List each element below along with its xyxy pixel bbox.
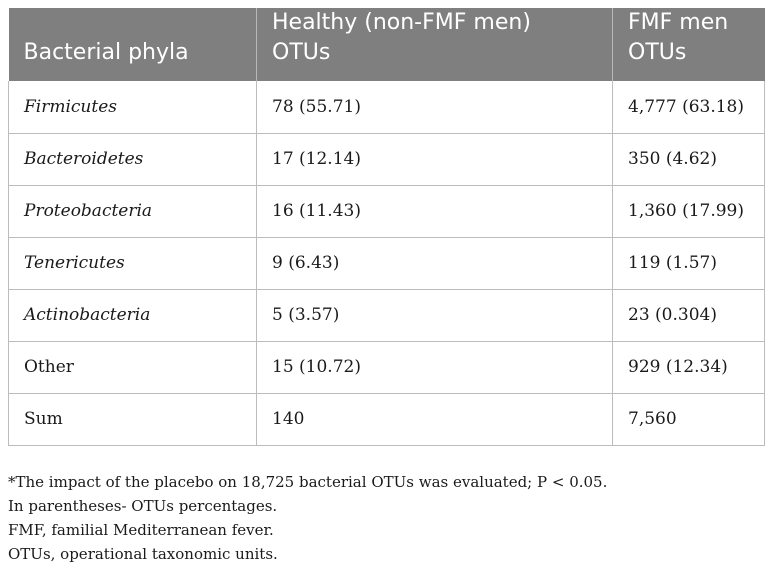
cell-phylum: Tenericutes: [8, 237, 257, 290]
otu-table-container: Bacterial phyla Healthy (non-FMF men) OT…: [8, 8, 765, 446]
header-fmf-otus-text: FMF men OTUs: [628, 10, 729, 65]
cell-fmf: 1,360 (17.99): [612, 185, 765, 238]
cell-healthy: 140: [256, 393, 613, 446]
table-row: Proteobacteria 16 (11.43) 1,360 (17.99): [8, 185, 765, 238]
cell-healthy: 15 (10.72): [256, 341, 613, 394]
table-row: Firmicutes 78 (55.71) 4,777 (63.18): [8, 81, 765, 134]
cell-phylum: Actinobacteria: [8, 289, 257, 342]
cell-healthy: 78 (55.71): [256, 81, 613, 134]
cell-phylum: Bacteroidetes: [8, 133, 257, 186]
header-healthy-otus: Healthy (non-FMF men) OTUs: [256, 8, 613, 81]
cell-fmf: 7,560: [612, 393, 765, 446]
otu-table: Bacterial phyla Healthy (non-FMF men) OT…: [8, 8, 765, 446]
cell-fmf: 4,777 (63.18): [612, 81, 765, 134]
cell-fmf: 350 (4.62): [612, 133, 765, 186]
cell-phylum: Sum: [8, 393, 257, 446]
table-body: Firmicutes 78 (55.71) 4,777 (63.18) Bact…: [8, 81, 765, 446]
table-footnotes: *The impact of the placebo on 18,725 bac…: [8, 470, 764, 566]
cell-phylum: Proteobacteria: [8, 185, 257, 238]
table-row: Other 15 (10.72) 929 (12.34): [8, 341, 765, 394]
table-row: Tenericutes 9 (6.43) 119 (1.57): [8, 237, 765, 290]
cell-healthy: 9 (6.43): [256, 237, 613, 290]
cell-fmf: 929 (12.34): [612, 341, 765, 394]
header-healthy-otus-text: Healthy (non-FMF men) OTUs: [272, 10, 531, 65]
header-bacterial-phyla: Bacterial phyla: [8, 8, 257, 81]
cell-fmf: 119 (1.57): [612, 237, 765, 290]
cell-phylum: Other: [8, 341, 257, 394]
footnote-significance: *The impact of the placebo on 18,725 bac…: [8, 473, 608, 491]
cell-fmf: 23 (0.304): [612, 289, 765, 342]
cell-healthy: 16 (11.43): [256, 185, 613, 238]
table-row: Actinobacteria 5 (3.57) 23 (0.304): [8, 289, 765, 342]
footnote-otus-abbreviation: OTUs, operational taxonomic units.: [8, 545, 278, 563]
cell-healthy: 17 (12.14): [256, 133, 613, 186]
cell-phylum: Firmicutes: [8, 81, 257, 134]
table-row: Sum 140 7,560: [8, 393, 765, 446]
cell-healthy: 5 (3.57): [256, 289, 613, 342]
table-row: Bacteroidetes 17 (12.14) 350 (4.62): [8, 133, 765, 186]
table-header-row: Bacterial phyla Healthy (non-FMF men) OT…: [8, 8, 765, 81]
footnote-parentheses: In parentheses- OTUs percentages.: [8, 497, 278, 515]
header-fmf-otus: FMF men OTUs: [612, 8, 765, 81]
footnote-fmf-abbreviation: FMF, familial Mediterranean fever.: [8, 521, 274, 539]
